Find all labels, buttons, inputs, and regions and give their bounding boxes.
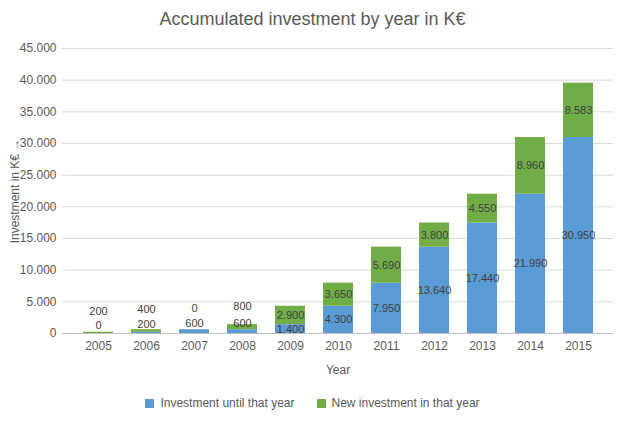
svg-text:2007: 2007 <box>181 339 208 353</box>
svg-text:2006: 2006 <box>133 339 160 353</box>
html-text:Accumulated investment by year: Accumulated investment by year in K€ <box>159 9 466 29</box>
svg-text:4.300: 4.300 <box>325 313 353 325</box>
svg-text:Year: Year <box>326 363 350 377</box>
svg-text:15.000: 15.000 <box>20 231 57 245</box>
svg-text:2013: 2013 <box>469 339 496 353</box>
svg-text:2015: 2015 <box>565 339 592 353</box>
svg-text:0: 0 <box>50 326 57 340</box>
svg-text:8.960: 8.960 <box>517 159 545 171</box>
svg-text:35.000: 35.000 <box>20 105 57 119</box>
svg-text:800: 800 <box>233 300 251 312</box>
svg-text:200: 200 <box>89 305 107 317</box>
html-text:Investment until that year: Investment until that year <box>160 396 295 410</box>
svg-text:0: 0 <box>191 302 197 314</box>
svg-text:17.440: 17.440 <box>466 272 500 284</box>
svg-text:400: 400 <box>137 303 155 315</box>
svg-text:10.000: 10.000 <box>20 263 57 277</box>
svg-text:600: 600 <box>233 317 251 329</box>
svg-text:2014: 2014 <box>517 339 544 353</box>
svg-text:45.000: 45.000 <box>20 41 57 55</box>
svg-text:2.900: 2.900 <box>277 309 305 321</box>
svg-text:2005: 2005 <box>85 339 112 353</box>
svg-text:0: 0 <box>95 319 101 331</box>
svg-text:2009: 2009 <box>277 339 304 353</box>
svg-text:5.690: 5.690 <box>373 259 401 271</box>
svg-text:30.950: 30.950 <box>562 229 596 241</box>
svg-text:2010: 2010 <box>325 339 352 353</box>
svg-text:21.990: 21.990 <box>514 257 548 269</box>
svg-text:5.000: 5.000 <box>26 295 56 309</box>
svg-text:20.000: 20.000 <box>20 200 57 214</box>
svg-text:13.640: 13.640 <box>418 284 452 296</box>
svg-text:25.000: 25.000 <box>20 168 57 182</box>
svg-text:Investment in K€ →: Investment in K€ → <box>8 139 22 244</box>
svg-text:30.000: 30.000 <box>20 136 57 150</box>
html-text:New investment in that year: New investment in that year <box>331 396 480 410</box>
svg-text:8.583: 8.583 <box>565 104 593 116</box>
svg-text:4.550: 4.550 <box>469 202 497 214</box>
svg-text:600: 600 <box>185 317 203 329</box>
svg-text:1.400: 1.400 <box>277 323 305 335</box>
svg-text:2012: 2012 <box>421 339 448 353</box>
svg-text:3.800: 3.800 <box>421 229 449 241</box>
svg-text:7.950: 7.950 <box>373 302 401 314</box>
svg-text:2008: 2008 <box>229 339 256 353</box>
svg-text:40.000: 40.000 <box>20 73 57 87</box>
svg-text:2011: 2011 <box>374 339 400 353</box>
svg-text:200: 200 <box>137 318 155 330</box>
svg-text:3.650: 3.650 <box>325 288 353 300</box>
